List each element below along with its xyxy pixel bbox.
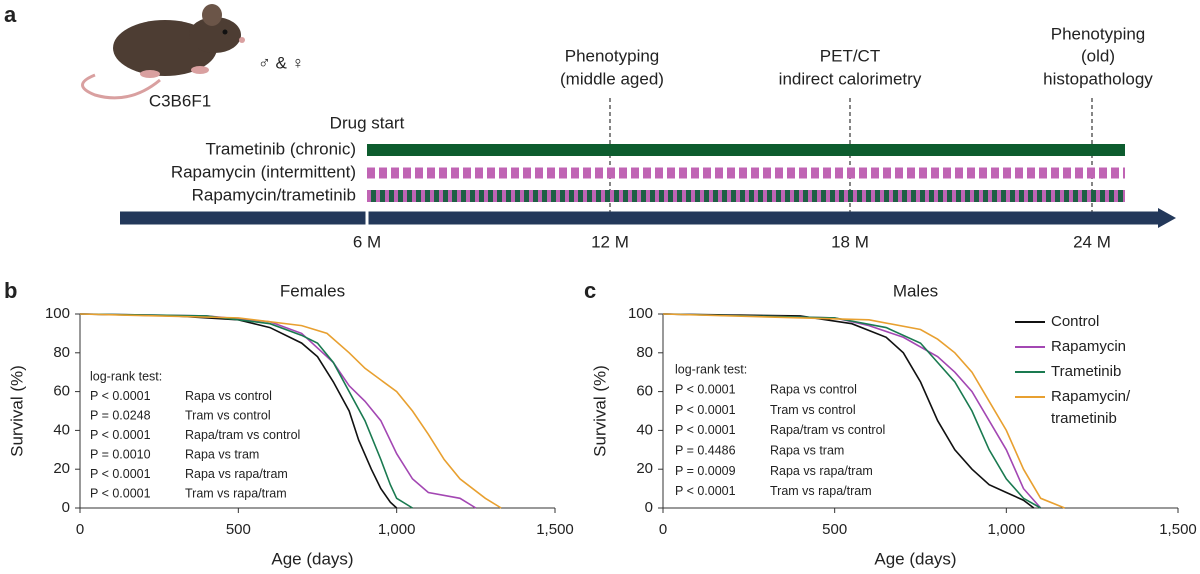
y-tick-label: 20 (636, 460, 653, 477)
mouse-illustration (81, 4, 245, 100)
sex-label: ♂ & ♀ (258, 53, 304, 72)
x-tick-label: 500 (226, 521, 251, 538)
survival-curve (662, 313, 1042, 509)
panel-letter: c (584, 278, 596, 303)
legend-label: Control (1051, 313, 1099, 330)
treatment-label: Rapamycin/trametinib (192, 185, 356, 204)
comparison: Rapa vs control (770, 383, 857, 397)
event-label: PET/CT (820, 46, 880, 65)
comparison: Rapa vs tram (185, 447, 259, 461)
drug-start-label: Drug start (330, 113, 405, 132)
p-value: P < 0.0001 (675, 403, 736, 417)
survival-curve (662, 313, 1042, 509)
comparison: Rapa vs tram (770, 443, 844, 457)
timepoint-label: 6 M (353, 232, 381, 251)
p-value: P = 0.0010 (90, 447, 151, 461)
y-tick-label: 80 (53, 344, 70, 361)
y-tick-label: 60 (53, 383, 70, 400)
chart-title: Males (893, 281, 938, 300)
comparison: Tram vs rapa/tram (770, 484, 872, 498)
treatment-label: Trametinib (chronic) (205, 139, 356, 158)
comparison: Rapa/tram vs control (770, 423, 885, 437)
chart-title: Females (280, 281, 345, 300)
event-label: (middle aged) (560, 69, 664, 88)
event-label: histopathology (1043, 69, 1153, 88)
panel-letter: b (4, 278, 17, 303)
comparison: Rapa/tram vs control (185, 428, 300, 442)
p-value: P = 0.0009 (675, 464, 736, 478)
y-tick-label: 100 (628, 305, 653, 322)
x-tick-label: 0 (76, 521, 84, 538)
arrow-head (1158, 208, 1176, 228)
p-value: P < 0.0001 (90, 428, 151, 442)
annotation-title: log-rank test: (675, 362, 747, 376)
event-label: (old) (1081, 46, 1115, 65)
event-label: Phenotyping (565, 46, 660, 65)
x-axis-label: Age (days) (874, 549, 956, 568)
x-axis-label: Age (days) (271, 549, 353, 568)
p-value: P = 0.4486 (675, 443, 736, 457)
x-tick-label: 1,500 (1159, 521, 1197, 538)
treatment-label: Rapamycin (intermittent) (171, 162, 356, 181)
legend-label: Rapamycin/ trametinib (1051, 388, 1134, 427)
p-value: P < 0.0001 (90, 486, 151, 500)
panel-letter: a (4, 2, 17, 27)
survival-curve (662, 313, 1065, 509)
event-label: Phenotyping (1051, 24, 1146, 43)
annotation-title: log-rank test: (90, 369, 162, 383)
p-value: P < 0.0001 (675, 383, 736, 397)
survival-curve (662, 313, 1035, 509)
timepoint-label: 24 M (1073, 232, 1111, 251)
comparison: Rapa vs rapa/tram (185, 467, 288, 481)
x-tick-label: 500 (822, 521, 847, 538)
comparison: Rapa vs control (185, 389, 272, 403)
legend-label: Rapamycin (1051, 338, 1126, 355)
timepoint-label: 18 M (831, 232, 869, 251)
event-label: indirect calorimetry (779, 69, 922, 88)
y-tick-label: 0 (62, 499, 70, 516)
timepoint-label: 12 M (591, 232, 629, 251)
p-value: P < 0.0001 (90, 467, 151, 481)
y-axis-label: Survival (%) (7, 365, 26, 457)
x-tick-label: 0 (659, 521, 667, 538)
y-axis-label: Survival (%) (590, 365, 609, 457)
x-tick-label: 1,000 (378, 521, 416, 538)
y-tick-label: 80 (636, 344, 653, 361)
x-tick-label: 1,000 (988, 521, 1026, 538)
comparison: Rapa vs rapa/tram (770, 464, 873, 478)
y-tick-label: 20 (53, 460, 70, 477)
y-tick-label: 100 (45, 305, 70, 322)
p-value: P = 0.0248 (90, 408, 151, 422)
survival-curve (79, 313, 502, 509)
survival-curve (79, 313, 413, 509)
y-tick-label: 60 (636, 383, 653, 400)
x-tick-label: 1,500 (536, 521, 574, 538)
comparison: Tram vs control (185, 408, 271, 422)
comparison: Tram vs control (770, 403, 856, 417)
p-value: P < 0.0001 (675, 484, 736, 498)
strain-label: C3B6F1 (149, 91, 211, 110)
p-value: P < 0.0001 (90, 389, 151, 403)
legend-label: Trametinib (1051, 363, 1121, 380)
y-tick-label: 40 (636, 421, 653, 438)
p-value: P < 0.0001 (675, 423, 736, 437)
comparison: Tram vs rapa/tram (185, 486, 287, 500)
y-tick-label: 0 (645, 499, 653, 516)
y-tick-label: 40 (53, 421, 70, 438)
